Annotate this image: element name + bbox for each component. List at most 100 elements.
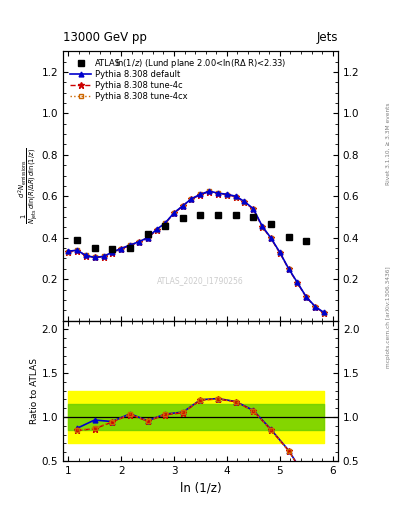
Pythia 8.308 tune-4c <box>207 188 212 195</box>
Pythia 8.308 default <box>295 279 299 285</box>
Pythia 8.308 tune-4c <box>92 254 97 261</box>
Text: $\ln(1/z)$ (Lund plane 2.00<ln(R$\Delta$ R)<2.33): $\ln(1/z)$ (Lund plane 2.00<ln(R$\Delta$… <box>115 57 286 70</box>
Pythia 8.308 tune-4cx <box>154 227 159 233</box>
Pythia 8.308 tune-4cx <box>163 220 167 226</box>
Pythia 8.308 default <box>286 266 291 272</box>
Pythia 8.308 default <box>198 191 203 197</box>
Pythia 8.308 tune-4c <box>110 250 114 256</box>
Pythia 8.308 default <box>101 253 106 260</box>
Pythia 8.308 tune-4cx <box>136 239 141 245</box>
ATLAS <box>75 237 79 243</box>
Pythia 8.308 default <box>83 252 88 259</box>
Pythia 8.308 default <box>215 190 220 196</box>
Pythia 8.308 default <box>260 223 265 229</box>
Pythia 8.308 default <box>119 245 123 251</box>
Text: Rivet 3.1.10, ≥ 3.3M events: Rivet 3.1.10, ≥ 3.3M events <box>386 102 391 185</box>
Pythia 8.308 tune-4cx <box>198 191 203 197</box>
ATLAS <box>198 212 203 218</box>
Pythia 8.308 tune-4cx <box>260 224 265 230</box>
Y-axis label: Ratio to ATLAS: Ratio to ATLAS <box>29 358 39 424</box>
ATLAS <box>286 233 291 240</box>
ATLAS <box>304 238 309 244</box>
Text: 13000 GeV pp: 13000 GeV pp <box>63 31 147 44</box>
Pythia 8.308 default <box>304 294 309 300</box>
Pythia 8.308 default <box>321 309 326 315</box>
Pythia 8.308 tune-4cx <box>321 310 326 316</box>
Pythia 8.308 tune-4cx <box>286 266 291 272</box>
Pythia 8.308 default <box>268 234 273 241</box>
ATLAS <box>163 223 167 229</box>
Pythia 8.308 default <box>110 249 114 255</box>
Line: Pythia 8.308 tune-4c: Pythia 8.308 tune-4c <box>65 188 327 316</box>
ATLAS <box>268 221 273 227</box>
Pythia 8.308 tune-4cx <box>92 254 97 260</box>
Pythia 8.308 tune-4c <box>189 196 194 202</box>
Pythia 8.308 tune-4cx <box>304 294 309 301</box>
ATLAS <box>145 231 150 237</box>
Text: ATLAS_2020_I1790256: ATLAS_2020_I1790256 <box>157 276 244 285</box>
Pythia 8.308 tune-4c <box>304 294 309 301</box>
Pythia 8.308 tune-4c <box>224 192 229 198</box>
Pythia 8.308 default <box>224 191 229 197</box>
Pythia 8.308 tune-4c <box>268 235 273 241</box>
Pythia 8.308 tune-4c <box>321 310 326 316</box>
Pythia 8.308 default <box>189 196 194 202</box>
Pythia 8.308 tune-4cx <box>251 206 256 212</box>
Pythia 8.308 tune-4c <box>251 206 256 212</box>
Pythia 8.308 tune-4c <box>75 247 79 253</box>
Pythia 8.308 tune-4c <box>181 203 185 209</box>
Text: Jets: Jets <box>316 31 338 44</box>
Line: ATLAS: ATLAS <box>74 212 309 252</box>
Pythia 8.308 tune-4c <box>242 199 247 205</box>
Pythia 8.308 default <box>66 248 70 254</box>
Pythia 8.308 tune-4cx <box>181 203 185 209</box>
Pythia 8.308 default <box>277 249 282 255</box>
Pythia 8.308 tune-4cx <box>119 245 123 251</box>
Pythia 8.308 default <box>242 199 247 205</box>
Pythia 8.308 tune-4cx <box>83 252 88 259</box>
Pythia 8.308 default <box>145 234 150 241</box>
ATLAS <box>181 215 185 221</box>
Pythia 8.308 tune-4c <box>215 190 220 197</box>
Pythia 8.308 tune-4c <box>233 194 238 200</box>
Pythia 8.308 tune-4c <box>119 246 123 252</box>
Pythia 8.308 tune-4cx <box>66 249 70 255</box>
Pythia 8.308 tune-4cx <box>101 253 106 260</box>
Pythia 8.308 tune-4cx <box>215 190 220 197</box>
Pythia 8.308 tune-4cx <box>189 196 194 202</box>
Pythia 8.308 default <box>233 193 238 199</box>
Pythia 8.308 tune-4cx <box>233 194 238 200</box>
Pythia 8.308 default <box>136 239 141 245</box>
Pythia 8.308 tune-4cx <box>313 304 318 310</box>
Pythia 8.308 tune-4c <box>136 239 141 245</box>
Pythia 8.308 tune-4cx <box>242 199 247 205</box>
Pythia 8.308 tune-4cx <box>268 235 273 241</box>
Y-axis label: $\frac{1}{N_\mathrm{jets}}\frac{d^2 N_\mathrm{emissions}}{d\ln(R/\Delta R)\,d\ln: $\frac{1}{N_\mathrm{jets}}\frac{d^2 N_\m… <box>17 147 40 224</box>
Pythia 8.308 tune-4c <box>172 210 176 217</box>
Pythia 8.308 tune-4c <box>66 249 70 255</box>
ATLAS <box>110 245 114 251</box>
X-axis label: ln (1/z): ln (1/z) <box>180 481 221 494</box>
ATLAS <box>251 214 256 220</box>
Pythia 8.308 default <box>128 242 132 248</box>
Pythia 8.308 default <box>172 210 176 216</box>
Pythia 8.308 tune-4c <box>198 191 203 198</box>
Pythia 8.308 tune-4cx <box>128 242 132 248</box>
Legend: ATLAS, Pythia 8.308 default, Pythia 8.308 tune-4c, Pythia 8.308 tune-4cx: ATLAS, Pythia 8.308 default, Pythia 8.30… <box>67 55 191 104</box>
Pythia 8.308 tune-4c <box>295 280 299 286</box>
Pythia 8.308 tune-4c <box>277 250 282 256</box>
Line: Pythia 8.308 tune-4cx: Pythia 8.308 tune-4cx <box>66 189 326 315</box>
Text: mcplots.cern.ch [arXiv:1306.3436]: mcplots.cern.ch [arXiv:1306.3436] <box>386 267 391 368</box>
Pythia 8.308 tune-4cx <box>110 249 114 255</box>
Pythia 8.308 tune-4cx <box>75 247 79 253</box>
Pythia 8.308 default <box>154 226 159 232</box>
Pythia 8.308 tune-4c <box>286 266 291 272</box>
Pythia 8.308 tune-4c <box>260 224 265 230</box>
ATLAS <box>128 245 132 251</box>
Pythia 8.308 tune-4cx <box>277 250 282 256</box>
Pythia 8.308 tune-4c <box>154 227 159 233</box>
Pythia 8.308 tune-4cx <box>224 191 229 198</box>
Pythia 8.308 default <box>313 304 318 310</box>
Pythia 8.308 default <box>163 220 167 226</box>
ATLAS <box>215 212 220 219</box>
